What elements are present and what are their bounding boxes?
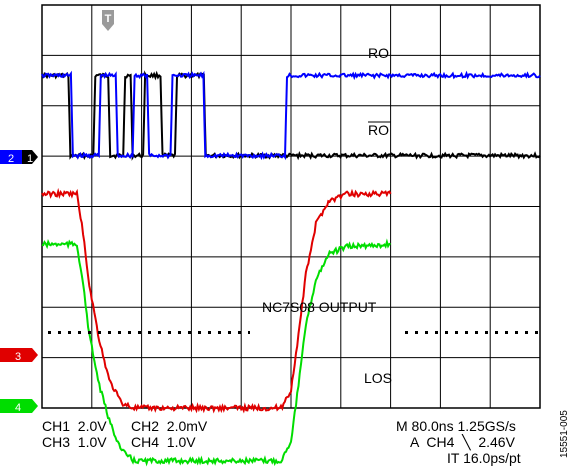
timebase-setting: M 80.0ns 1.25GS/s	[396, 418, 516, 434]
traces	[41, 70, 541, 467]
label-los: LOS	[364, 370, 392, 386]
svg-text:2: 2	[8, 153, 14, 165]
label-ro-bar: RO	[368, 122, 389, 138]
ch1-setting: CH1 2.0V	[42, 418, 107, 434]
svg-text:1: 1	[27, 153, 33, 165]
interpolation-setting: IT 16.0ps/pt	[447, 450, 521, 466]
label-nc7s08-output: NC7S08 OUTPUT	[262, 299, 377, 315]
trigger-position-icon: T	[102, 10, 114, 31]
svg-text:3: 3	[15, 351, 21, 363]
trace-ro	[41, 70, 541, 161]
trigger-setting: A CH4 ╲ 2.46V	[410, 434, 515, 450]
trace-ro-inverted-	[41, 70, 541, 161]
ch1-ground-marker: 1	[22, 150, 38, 165]
svg-text:4: 4	[15, 402, 21, 414]
ch2-setting: CH2 2.0mV	[131, 418, 208, 434]
graticule-border	[41, 4, 541, 409]
figure-id: 15551-005	[559, 410, 570, 458]
trace-nc7s08-output	[41, 187, 392, 414]
ch4-ground-marker: 4	[0, 399, 38, 414]
ch3-ground-marker: 3	[0, 348, 38, 363]
svg-text:T: T	[105, 13, 112, 25]
ch2-ground-marker: 2	[0, 150, 28, 165]
trace-los	[41, 238, 391, 467]
label-ro: RO	[368, 45, 389, 61]
ch3-setting: CH3 1.0V	[42, 434, 107, 450]
ch4-setting: CH4 1.0V	[131, 434, 196, 450]
graticule	[41, 4, 541, 409]
